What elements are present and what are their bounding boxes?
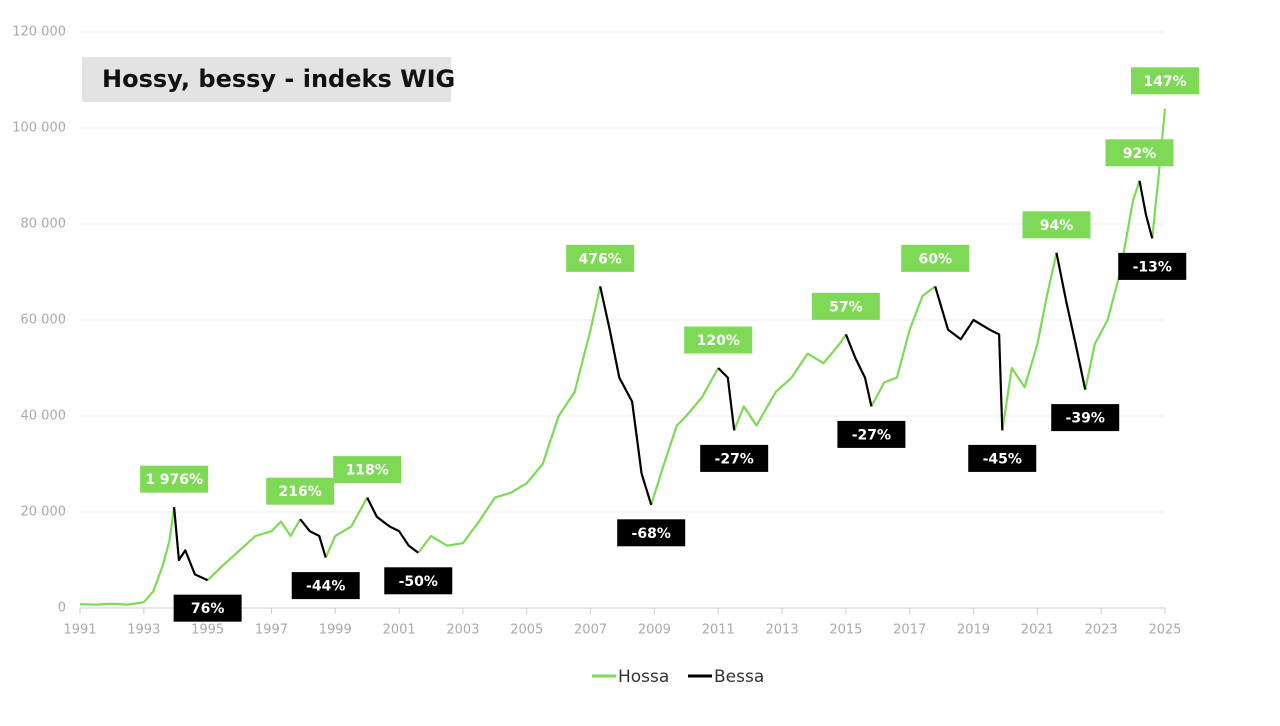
annotation-label: -39% bbox=[1066, 411, 1105, 427]
y-tick-label: 100 000 bbox=[12, 121, 66, 136]
annotation-box bbox=[700, 444, 769, 472]
annotation: -27% bbox=[700, 444, 769, 472]
x-tick-label: 2011 bbox=[702, 623, 735, 638]
x-tick-label: 2001 bbox=[383, 623, 416, 638]
annotation: -45% bbox=[968, 444, 1037, 472]
annotation-box bbox=[333, 456, 402, 484]
x-tick-label: 1997 bbox=[255, 623, 288, 638]
annotation: 147% bbox=[1131, 67, 1199, 95]
annotation: 57% bbox=[811, 292, 880, 320]
x-tick-label: 2019 bbox=[957, 623, 990, 638]
annotation-label: 94% bbox=[1040, 218, 1074, 234]
x-tick-label: 1993 bbox=[127, 623, 160, 638]
chart-title: Hossy, bessy - indeks WIG bbox=[102, 65, 455, 93]
annotation-box bbox=[566, 244, 635, 272]
annotation: 476% bbox=[566, 244, 635, 272]
x-tick-label: 2015 bbox=[829, 623, 862, 638]
annotation-label: -27% bbox=[715, 451, 754, 467]
annotation-box bbox=[291, 572, 360, 600]
annotation: -13% bbox=[1118, 252, 1187, 280]
annotation-label: 92% bbox=[1123, 146, 1157, 162]
y-tick-label: 20 000 bbox=[21, 505, 67, 520]
annotation-box bbox=[266, 477, 335, 505]
annotation-label: 120% bbox=[697, 333, 740, 349]
title-box bbox=[82, 57, 451, 102]
annotation-label: 57% bbox=[829, 299, 863, 315]
annotation: 94% bbox=[1022, 211, 1091, 239]
annotation: 1 976% bbox=[140, 465, 209, 493]
annotation: 216% bbox=[266, 477, 335, 505]
annotation-box bbox=[1131, 67, 1199, 95]
annotation: 76% bbox=[173, 594, 242, 622]
annotation: -68% bbox=[617, 519, 686, 547]
x-tick-label: 2009 bbox=[638, 623, 671, 638]
annotation-box bbox=[173, 594, 242, 622]
annotation-box bbox=[811, 292, 880, 320]
legend-label: Bessa bbox=[714, 667, 764, 687]
y-tick-label: 120 000 bbox=[12, 25, 66, 40]
annotation-label: 1 976% bbox=[145, 472, 203, 488]
annotation-label: -27% bbox=[852, 427, 891, 443]
legend-label: Hossa bbox=[618, 667, 669, 687]
line-0 bbox=[79, 108, 1167, 606]
annotation-box bbox=[384, 567, 453, 595]
annotation: 118% bbox=[333, 456, 402, 484]
annotation-box bbox=[684, 326, 753, 354]
annotation-label: -45% bbox=[983, 451, 1022, 467]
annotation: -27% bbox=[837, 420, 906, 448]
x-tick-label: 1999 bbox=[319, 623, 352, 638]
annotation-label: -13% bbox=[1133, 259, 1172, 275]
annotation: 120% bbox=[684, 326, 753, 354]
annotation-box bbox=[1051, 404, 1120, 432]
x-tick-label: 2005 bbox=[510, 623, 543, 638]
annotation-label: 147% bbox=[1143, 74, 1186, 90]
annotation-box bbox=[1022, 211, 1091, 239]
annotation: 92% bbox=[1105, 139, 1174, 167]
annotation: 60% bbox=[901, 244, 970, 272]
annotation-label: 118% bbox=[346, 463, 389, 479]
annotation-box bbox=[1118, 252, 1187, 280]
annotation-label: -44% bbox=[306, 579, 345, 595]
annotation-box bbox=[617, 519, 686, 547]
annotation-label: 60% bbox=[918, 251, 952, 267]
y-tick-label: 60 000 bbox=[21, 313, 67, 328]
x-tick-label: 2013 bbox=[766, 623, 799, 638]
annotation-label: -68% bbox=[632, 526, 671, 542]
y-tick-label: 0 bbox=[58, 601, 66, 616]
annotation: -44% bbox=[291, 572, 360, 600]
x-tick-label: 2023 bbox=[1085, 623, 1118, 638]
x-tick-label: 2017 bbox=[893, 623, 926, 638]
annotation-box bbox=[140, 465, 209, 493]
y-tick-label: 80 000 bbox=[21, 217, 67, 232]
annotation-box bbox=[901, 244, 970, 272]
y-tick-label: 40 000 bbox=[21, 409, 67, 424]
annotation-box bbox=[837, 420, 906, 448]
annotation-label: 216% bbox=[279, 484, 322, 500]
annotation-label: 76% bbox=[191, 601, 225, 617]
x-tick-label: 2003 bbox=[446, 623, 479, 638]
annotation-box bbox=[1105, 139, 1174, 167]
annotation-label: 476% bbox=[579, 251, 622, 267]
line-1 bbox=[173, 180, 1154, 582]
annotation-box bbox=[968, 444, 1037, 472]
x-tick-label: 2007 bbox=[574, 623, 607, 638]
annotation-label: -50% bbox=[399, 574, 438, 590]
annotation: -39% bbox=[1051, 404, 1120, 432]
annotation: -50% bbox=[384, 567, 453, 595]
x-tick-label: 2025 bbox=[1148, 623, 1181, 638]
x-tick-label: 2021 bbox=[1021, 623, 1054, 638]
x-tick-label: 1995 bbox=[191, 623, 224, 638]
x-tick-label: 1991 bbox=[63, 623, 96, 638]
